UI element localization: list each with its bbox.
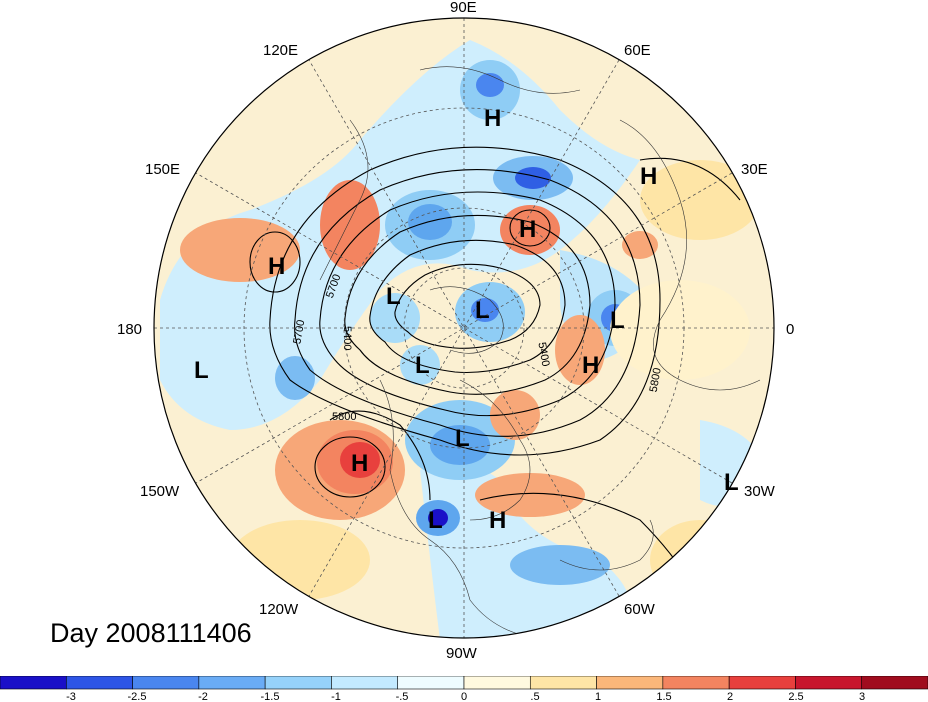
lon-label: 120E	[263, 42, 298, 59]
colorbar-box	[596, 676, 664, 690]
colorbar-tick: -2.5	[128, 691, 147, 702]
lon-label: 180	[117, 321, 142, 338]
colorbar-tick: -.5	[396, 691, 409, 702]
colorbar-box	[0, 676, 67, 690]
colorbar-box	[861, 676, 928, 690]
contour-label: 5700	[291, 319, 307, 345]
colorbar-box	[662, 676, 730, 690]
colorbar-box	[65, 676, 133, 690]
contour-label: 5400	[341, 326, 353, 350]
colorbar-tick: 3	[859, 691, 865, 702]
colorbar-box	[529, 676, 597, 690]
low-center: L	[194, 357, 209, 384]
low-center: L	[415, 352, 430, 379]
colorbar-box	[397, 676, 465, 690]
low-center: L	[428, 507, 443, 534]
colorbar-box	[198, 676, 266, 690]
lon-label: 30W	[744, 483, 776, 500]
graticule	[154, 18, 774, 638]
polar-map: 90E 60E 30E 0 30W 60W 90W 120W 150W 180 …	[117, 0, 794, 662]
coastlines	[319, 66, 761, 638]
lon-label: 90E	[450, 0, 477, 16]
colorbar-tick: -1	[331, 691, 341, 702]
contour-label: 5400	[535, 341, 551, 367]
high-center: H	[489, 507, 506, 534]
lon-label: 0	[786, 321, 794, 338]
lon-label: 150W	[140, 483, 180, 500]
colorbar-tick: -3	[66, 691, 76, 702]
colorbar: -3 -2.5 -2 -1.5 -1 -.5 0 .5 1 1.5 2 2.5 …	[0, 676, 928, 702]
lon-label: 60W	[624, 601, 656, 618]
colorbar-tick: .5	[530, 691, 539, 702]
low-center: L	[386, 283, 401, 310]
high-center: H	[351, 450, 368, 477]
colorbar-box	[132, 676, 200, 690]
colorbar-tick: 0	[461, 691, 467, 702]
lon-label: 150E	[145, 161, 180, 178]
colorbar-tick: -2	[198, 691, 208, 702]
low-center: L	[724, 469, 739, 496]
colorbar-box	[728, 676, 796, 690]
colorbar-tick: -1.5	[261, 691, 280, 702]
colorbar-ticks: -3 -2.5 -2 -1.5 -1 -.5 0 .5 1 1.5 2 2.5 …	[66, 691, 865, 702]
high-center: H	[519, 216, 536, 243]
colorbar-box	[463, 676, 531, 690]
colorbar-tick: 1	[595, 691, 601, 702]
colorbar-box	[331, 676, 399, 690]
longitude-labels: 90E 60E 30E 0 30W 60W 90W 120W 150W 180 …	[117, 0, 794, 662]
map-border	[153, 17, 775, 639]
contour-labels: 5700 5400 5700 5400 5800 5800	[291, 273, 663, 423]
map-title: Day 2008111406	[50, 618, 252, 648]
low-center: L	[610, 307, 625, 334]
high-center: H	[640, 163, 657, 190]
contour-label: 5800	[648, 367, 664, 393]
lon-label: 90W	[446, 645, 478, 662]
lon-label: 30E	[741, 161, 768, 178]
colorbar-box	[264, 676, 332, 690]
contour-label: 5800	[332, 411, 356, 423]
pressure-centers: H H H H H H H L L L L L L L L L	[194, 105, 739, 534]
colorbar-box	[795, 676, 863, 690]
high-center: H	[484, 105, 501, 132]
high-center: H	[268, 253, 285, 280]
low-center: L	[475, 297, 490, 324]
high-center: H	[582, 352, 599, 379]
colorbar-tick: 2	[727, 691, 733, 702]
low-center: L	[455, 425, 470, 452]
lon-label: 60E	[624, 42, 651, 59]
colorbar-tick: 1.5	[656, 691, 671, 702]
colorbar-boxes	[0, 676, 928, 690]
colorbar-tick: 2.5	[788, 691, 803, 702]
lon-label: 120W	[259, 601, 299, 618]
